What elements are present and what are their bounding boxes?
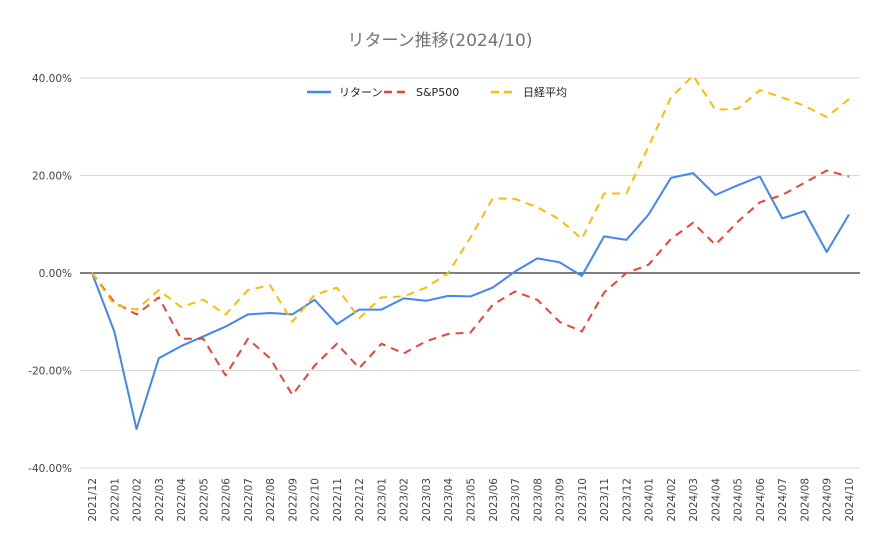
x-tick-label: 2022/06 (221, 478, 233, 522)
grid (80, 77, 860, 469)
x-tick-label: 2022/04 (176, 478, 188, 522)
chart-title: リターン推移(2024/10) (347, 31, 532, 51)
x-tick-label: 2024/06 (755, 478, 767, 522)
x-tick-label: 2023/02 (399, 478, 411, 522)
legend-label: リターン (339, 86, 382, 99)
x-tick-label: 2022/01 (109, 478, 121, 522)
legend-label: S&P500 (416, 86, 459, 99)
series-line-1 (91, 169, 850, 396)
y-tick-label: -40.00% (28, 463, 72, 475)
x-tick-label: 2023/07 (510, 478, 522, 522)
x-tick-label: 2023/03 (421, 478, 433, 522)
x-tick-label: 2023/12 (621, 478, 633, 522)
x-tick-label: 2024/08 (799, 478, 811, 522)
x-tick-label: 2023/01 (376, 478, 388, 522)
x-tick-label: 2022/08 (265, 478, 277, 522)
x-axis-tick-labels: 2021/12 2022/01 2022/02 2022/03 2022/04 2022/… (87, 478, 856, 522)
x-tick-label: 2023/06 (488, 478, 500, 522)
x-tick-label: 2024/09 (822, 478, 834, 522)
x-tick-label: 2022/07 (243, 478, 255, 522)
legend-label: 日経平均 (523, 86, 567, 99)
y-axis-tick-labels: 40.00% 20.00% 0.00% -20.00% -40.00% (28, 73, 72, 475)
x-tick-label: 2022/12 (354, 478, 366, 522)
series-lines (91, 74, 850, 430)
legend: リターン S&P500 日経平均 (307, 86, 567, 99)
x-tick-label: 2022/05 (198, 478, 210, 522)
y-tick-label: 20.00% (32, 171, 72, 183)
series-line-0 (91, 172, 850, 430)
y-tick-label: 40.00% (32, 73, 72, 85)
x-tick-label: 2022/03 (154, 478, 166, 522)
x-tick-label: 2023/09 (555, 478, 567, 522)
x-tick-label: 2024/07 (777, 478, 789, 522)
x-tick-label: 2024/04 (710, 478, 722, 522)
x-tick-label: 2023/10 (577, 478, 589, 522)
x-tick-label: 2024/10 (844, 478, 856, 522)
x-tick-label: 2023/05 (466, 478, 478, 522)
y-tick-label: -20.00% (28, 366, 72, 378)
x-tick-label: 2024/02 (666, 478, 678, 522)
x-tick-label: 2022/10 (310, 478, 322, 522)
x-tick-label: 2023/04 (443, 478, 455, 522)
series-line-2 (91, 74, 850, 323)
x-tick-label: 2023/11 (599, 478, 611, 522)
y-tick-label: 0.00% (39, 268, 72, 280)
x-tick-label: 2024/05 (733, 478, 745, 522)
x-tick-label: 2024/01 (644, 478, 656, 522)
x-tick-label: 2022/11 (332, 478, 344, 522)
x-tick-label: 2023/08 (532, 478, 544, 522)
x-tick-label: 2022/09 (287, 478, 299, 522)
x-tick-label: 2022/02 (132, 478, 144, 522)
x-tick-label: 2021/12 (87, 478, 99, 522)
x-tick-label: 2024/03 (688, 478, 700, 522)
